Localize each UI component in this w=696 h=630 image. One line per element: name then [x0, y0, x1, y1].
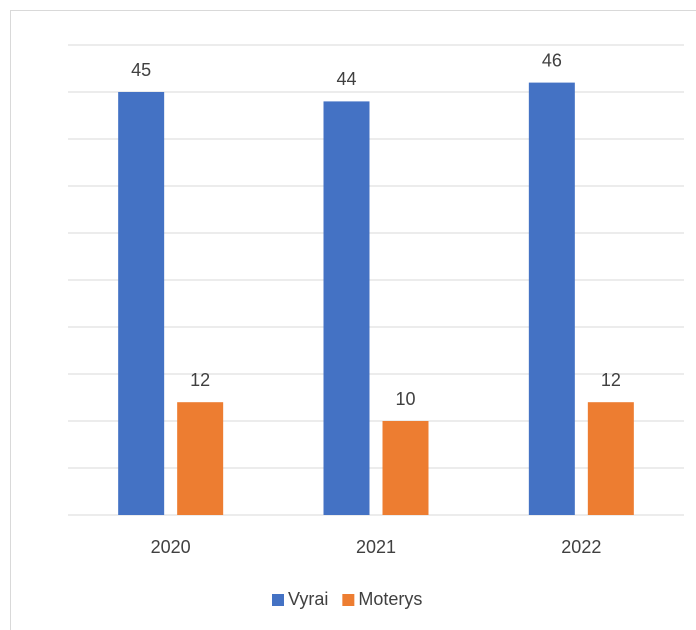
data-label: 46	[542, 50, 562, 70]
legend-swatch	[272, 594, 284, 606]
legend-swatch	[342, 594, 355, 606]
bar	[323, 101, 370, 516]
bar	[177, 402, 224, 515]
data-label: 12	[601, 370, 621, 390]
x-tick-label: 2020	[151, 537, 191, 557]
bar	[528, 82, 575, 515]
bar	[118, 92, 165, 515]
data-label: 45	[131, 60, 151, 80]
legend-label: Vyrai	[288, 589, 328, 609]
x-tick-label: 2021	[356, 537, 396, 557]
bar	[382, 421, 429, 515]
data-label: 44	[336, 69, 356, 89]
x-tick-label: 2022	[561, 537, 601, 557]
bar	[587, 402, 634, 515]
data-label: 10	[395, 389, 415, 409]
data-label: 12	[190, 370, 210, 390]
legend-label: Moterys	[358, 589, 422, 609]
